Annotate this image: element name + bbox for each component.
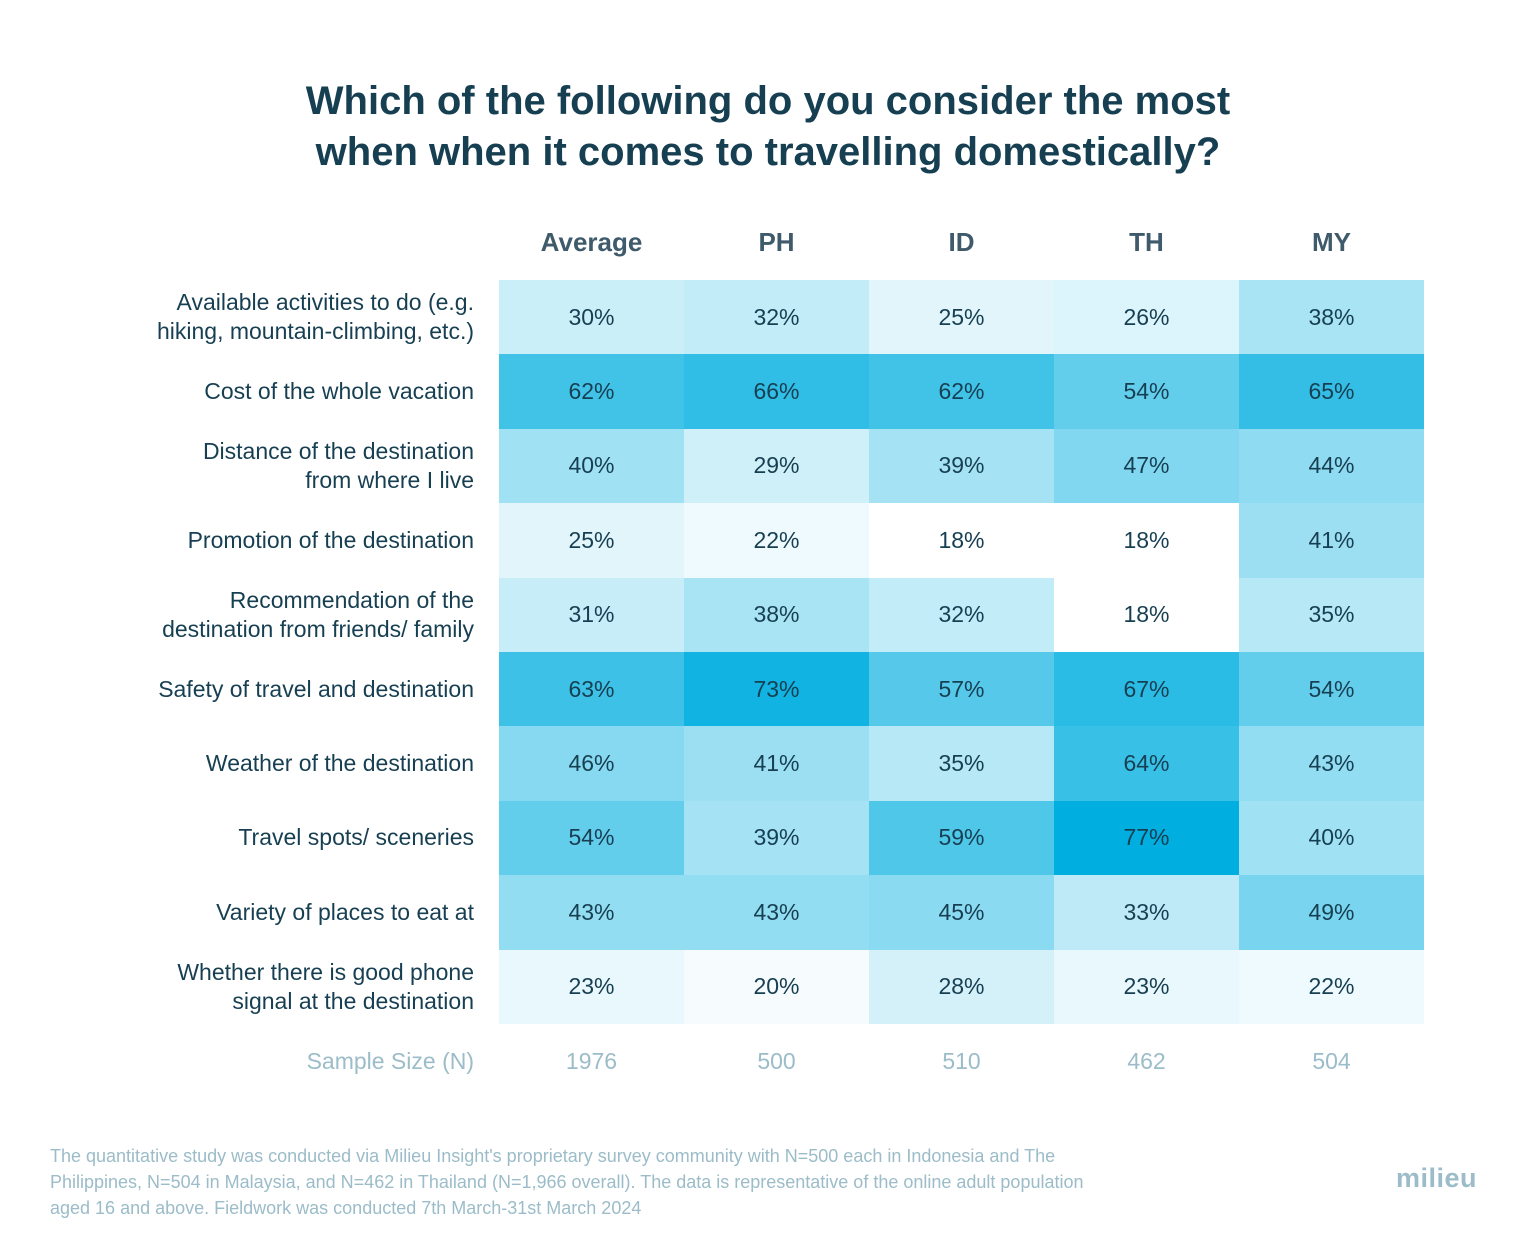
- sample-size-ph: 500: [757, 1048, 796, 1074]
- row-label: Promotion of the destination: [60, 503, 474, 577]
- heatmap-cell: 39%: [684, 800, 869, 876]
- heatmap-cell: 47%: [1054, 428, 1239, 504]
- heatmap-cell: 66%: [684, 354, 869, 429]
- heatmap-cell: 39%: [869, 428, 1054, 504]
- heatmap-cell: 18%: [1054, 577, 1239, 652]
- row-label: Whether there is good phone signal at the…: [60, 950, 474, 1024]
- row-label-line: Whether there is good phone: [177, 958, 474, 985]
- row-label-line: Promotion of the destination: [187, 526, 474, 553]
- heatmap-cell: 59%: [869, 800, 1054, 876]
- row-label-line: Cost of the whole vacation: [204, 377, 474, 404]
- heatmap-cell: 57%: [869, 652, 1054, 727]
- row-label-line: destination from friends/ family: [162, 615, 474, 642]
- heatmap-cell: 54%: [499, 800, 684, 876]
- heatmap-cell: 23%: [499, 949, 684, 1024]
- footnote-line: Philippines, N=504 in Malaysia, and N=46…: [50, 1172, 1084, 1192]
- heatmap-cell: 32%: [684, 280, 869, 355]
- heatmap-cell: 23%: [1054, 949, 1239, 1024]
- column-header-average: Average: [540, 227, 643, 257]
- row-label-line: Travel spots/ sceneries: [238, 824, 474, 851]
- heatmap-cell: 25%: [869, 280, 1054, 355]
- sample-size-th: 462: [1127, 1048, 1166, 1074]
- heatmap-cell: 62%: [869, 354, 1054, 429]
- heatmap-cell: 67%: [1054, 652, 1239, 727]
- row-label: Weather of the destination: [60, 726, 474, 800]
- heatmap-cell: 22%: [1239, 949, 1424, 1024]
- chart-title: Which of the following do you consider t…: [0, 76, 1536, 178]
- heatmap-cell: 43%: [684, 875, 869, 950]
- heatmap-cell: 25%: [499, 503, 684, 578]
- column-header-ph: PH: [758, 227, 795, 257]
- heatmap-cell: 32%: [869, 577, 1054, 652]
- heatmap-cell: 43%: [1239, 726, 1424, 801]
- row-label-line: Available activities to do (e.g.: [176, 289, 474, 315]
- row-label: Distance of the destination from where I …: [60, 429, 474, 503]
- heatmap-cell: 29%: [684, 428, 869, 504]
- heatmap-cell: 22%: [684, 503, 869, 578]
- row-label: Available activities to do (e.g. hiking, …: [60, 280, 474, 354]
- row-label-line: Recommendation of the: [229, 586, 474, 613]
- footnote-line: aged 16 and above. Fieldwork was conduct…: [50, 1198, 642, 1218]
- heatmap-cell: 33%: [1054, 875, 1239, 950]
- heatmap-cell: 43%: [499, 875, 684, 950]
- row-label-line: signal at the destination: [232, 987, 474, 1014]
- heatmap-cell: 73%: [684, 652, 869, 727]
- column-header-my: MY: [1312, 227, 1351, 257]
- heatmap-cell: 64%: [1054, 726, 1239, 801]
- heatmap-cell: 62%: [499, 354, 684, 429]
- milieu-logo: milieu: [1396, 1163, 1478, 1193]
- column-header-id: ID: [948, 227, 975, 257]
- sample-size-label: Sample Size (N): [306, 1048, 474, 1074]
- footnote-line: The quantitative study was conducted via…: [50, 1146, 1056, 1166]
- heatmap-cell: 20%: [684, 949, 869, 1024]
- heatmap-cell: 54%: [1239, 652, 1424, 727]
- row-label: Variety of places to eat at: [60, 875, 474, 949]
- chart-title-line: Which of the following do you consider t…: [305, 79, 1231, 123]
- column-header-th: TH: [1129, 227, 1164, 257]
- heatmap-cell: 49%: [1239, 875, 1424, 950]
- footnote: The quantitative study was conducted via…: [50, 1143, 1280, 1221]
- heatmap-cell: 65%: [1239, 354, 1424, 429]
- sample-size-average: 1976: [565, 1048, 618, 1074]
- row-label: Recommendation of the destination from fr…: [60, 578, 474, 652]
- heatmap-cell: 45%: [869, 875, 1054, 950]
- row-label-line: Weather of the destination: [205, 749, 474, 776]
- heatmap-cell: 77%: [1054, 800, 1239, 876]
- chart-title-line: when when it comes to travelling domesti…: [315, 130, 1221, 174]
- heatmap-cell: 28%: [869, 949, 1054, 1024]
- row-label-line: Safety of travel and destination: [158, 675, 474, 702]
- heatmap-cell: 41%: [1239, 503, 1424, 578]
- sample-size-my: 504: [1312, 1048, 1351, 1074]
- heatmap-cell: 18%: [1054, 503, 1239, 578]
- heatmap-cell: 46%: [499, 726, 684, 801]
- heatmap-cell: 38%: [684, 577, 869, 652]
- row-label: Travel spots/ sceneries: [60, 801, 474, 875]
- row-label: Cost of the whole vacation: [60, 354, 474, 428]
- heatmap-cell: 54%: [1054, 354, 1239, 429]
- row-label-line: from where I live: [305, 466, 474, 493]
- heatmap-cell: 31%: [499, 577, 684, 652]
- heatmap-cell: 40%: [1239, 800, 1424, 876]
- heatmap-cell: 35%: [869, 726, 1054, 801]
- sample-size-id: 510: [942, 1048, 981, 1074]
- heatmap-cell: 63%: [499, 652, 684, 727]
- heatmap-cell: 26%: [1054, 280, 1239, 355]
- heatmap-cell: 41%: [684, 726, 869, 801]
- row-label-line: Distance of the destination: [202, 437, 474, 464]
- row-label-line: hiking, mountain-climbing, etc.): [156, 318, 474, 344]
- row-label-line: Variety of places to eat at: [216, 898, 474, 925]
- heatmap-cell: 30%: [499, 280, 684, 355]
- row-label: Safety of travel and destination: [60, 652, 474, 726]
- heatmap-cell: 18%: [869, 503, 1054, 578]
- heatmap-cell: 38%: [1239, 280, 1424, 355]
- heatmap-cell: 35%: [1239, 577, 1424, 652]
- heatmap-cell: 40%: [499, 428, 684, 504]
- heatmap-cell: 44%: [1239, 428, 1424, 504]
